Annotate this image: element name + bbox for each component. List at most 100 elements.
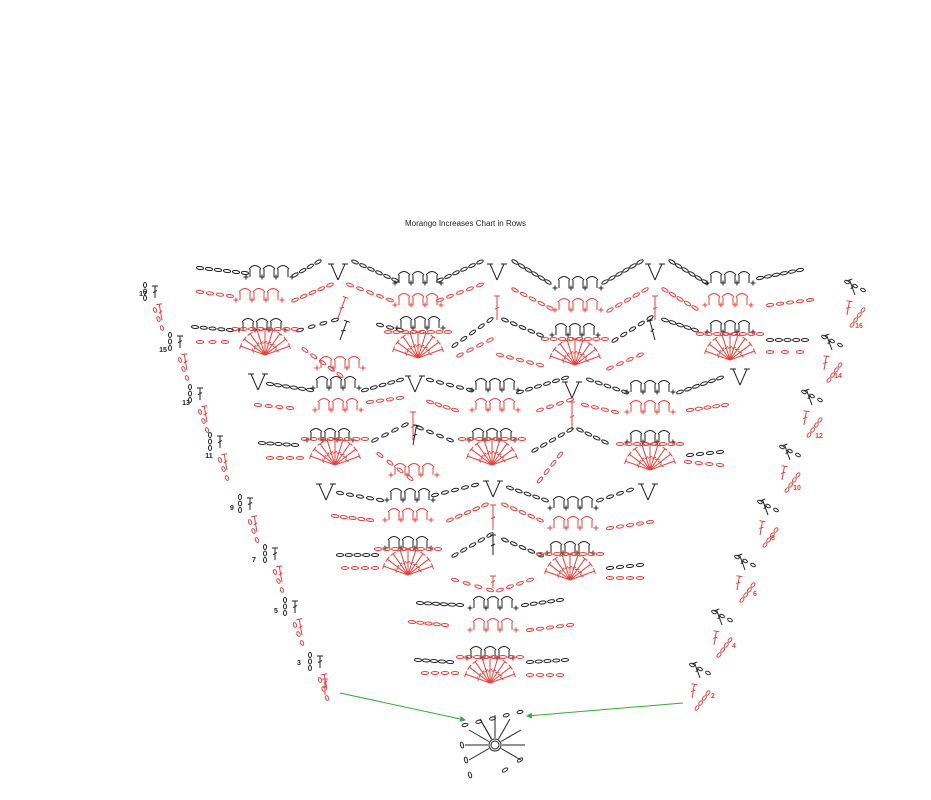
- chain-stitch: [476, 259, 484, 265]
- double-crochet: [321, 673, 328, 691]
- double-crochet: [201, 405, 208, 423]
- picot: [721, 293, 735, 305]
- dc-post: [321, 673, 328, 691]
- picot: [262, 265, 276, 277]
- chain-stitch: [514, 488, 523, 494]
- dc-post: [472, 659, 491, 684]
- double-crochet: [417, 334, 436, 359]
- row-label-12: 12: [815, 433, 823, 440]
- single-crochet: [392, 302, 398, 308]
- dc-post: [822, 355, 830, 371]
- chain-stitch: [605, 576, 615, 580]
- chain-stitch: [535, 552, 545, 556]
- double-crochet: [735, 575, 743, 591]
- chain-stitch: [308, 665, 312, 671]
- chain-stitch: [626, 487, 634, 493]
- chain-stitch: [763, 274, 773, 279]
- chain-stitch: [511, 287, 519, 293]
- chain-stitch: [511, 259, 519, 265]
- chain-stitch: [795, 452, 801, 458]
- dc-post: [264, 336, 288, 356]
- chain-stitch: [697, 666, 703, 672]
- chain-stitch: [587, 552, 596, 556]
- chain-stitch: [221, 466, 226, 472]
- dc-post: [544, 568, 571, 581]
- chain-stitch: [773, 507, 779, 513]
- picot: [407, 463, 421, 475]
- picot: [417, 488, 431, 500]
- dc-post: [247, 497, 253, 510]
- dc-post: [309, 453, 336, 466]
- chain-stitch: [339, 514, 348, 520]
- double-crochet: [272, 547, 278, 560]
- chain-stitch: [501, 767, 509, 773]
- dc-post: [292, 600, 298, 613]
- chain-stitch: [314, 259, 322, 265]
- chain-stitch: [538, 600, 547, 605]
- dc-post: [407, 551, 426, 576]
- dc-post: [385, 556, 409, 576]
- chain-stitch: [473, 655, 482, 659]
- chain-stitch: [468, 263, 476, 269]
- stitch-layer: [143, 259, 866, 779]
- double-crochet: [292, 600, 298, 613]
- chain-stitch: [143, 295, 147, 301]
- chain-stitch: [566, 337, 575, 341]
- chain-stitch: [476, 282, 484, 288]
- double-crochet: [415, 331, 421, 358]
- chain-stitch: [524, 267, 532, 273]
- double-crochet: [197, 387, 203, 400]
- chain-stitch: [445, 382, 455, 388]
- double-crochet: [729, 336, 748, 361]
- chain-stitch: [695, 451, 705, 457]
- chain-stitch: [769, 532, 775, 538]
- dc-post: [552, 346, 576, 366]
- chain-stitch: [515, 357, 525, 363]
- chain-stitch: [205, 291, 215, 296]
- chain-stitch: [688, 271, 696, 277]
- double-crochet: [727, 333, 733, 360]
- dc-post: [177, 335, 183, 348]
- chain-stitch: [601, 279, 609, 285]
- chain-stitch: [689, 662, 695, 668]
- chain-stitch: [624, 442, 633, 446]
- chain-stitch: [253, 402, 263, 408]
- chain-stitch: [289, 385, 299, 390]
- chain-stitch: [527, 328, 536, 334]
- double-crochet: [649, 458, 676, 471]
- row-label-9: 9: [230, 505, 234, 512]
- single-crochet: [547, 505, 553, 511]
- single-crochet: [467, 605, 473, 611]
- chain-stitch: [283, 603, 287, 610]
- double-crochet: [569, 561, 593, 581]
- chain-stitch: [509, 437, 518, 441]
- picot: [643, 400, 657, 412]
- single-crochet: [552, 285, 558, 291]
- double-crochet: [780, 465, 788, 481]
- picot: [425, 293, 439, 305]
- chain-stitch: [800, 338, 810, 342]
- dc-post: [490, 504, 496, 530]
- chain-stitch: [575, 337, 584, 341]
- dc-post: [276, 565, 283, 583]
- chain-stitch: [355, 494, 365, 499]
- chain-stitch: [387, 380, 396, 385]
- chain-stitch: [555, 673, 565, 677]
- chain-stitch: [705, 670, 711, 676]
- chain-stitch: [606, 494, 614, 499]
- chain-stitch: [308, 290, 317, 295]
- chain-stitch: [645, 519, 655, 525]
- chain-stitch: [806, 432, 812, 438]
- chain-stitch: [201, 418, 206, 424]
- chain-stitch: [298, 267, 307, 274]
- picot: [309, 428, 323, 440]
- chain-stitch: [566, 427, 574, 433]
- chain-stitch: [273, 383, 283, 388]
- double-crochet: [569, 556, 588, 581]
- double-crochet: [489, 671, 516, 684]
- chain-stitch: [459, 741, 465, 749]
- double-crochet: [491, 441, 510, 466]
- chain-stitch: [505, 355, 515, 360]
- dc-post: [569, 401, 575, 430]
- chain-stitch: [826, 377, 832, 383]
